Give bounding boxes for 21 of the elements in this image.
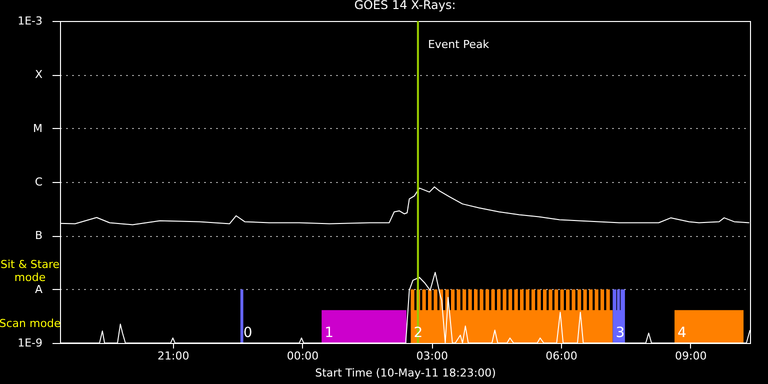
y-tick-label: 1E-9 (18, 336, 42, 350)
y-tick-label: M (33, 122, 42, 135)
annotation: 4 (678, 325, 687, 342)
annotation: 3 (616, 325, 625, 342)
y-tick-label: B (34, 229, 42, 242)
x-tick-label: 03:00 (416, 350, 448, 362)
annotation: 2 (414, 325, 423, 342)
y-tick-label: C (34, 176, 43, 188)
x-axis-title: Start Time (10-May-11 18:23:00) (315, 366, 496, 380)
x-tick-label: 00:00 (286, 350, 319, 362)
y-tick-label: 1E-3 (18, 14, 42, 28)
ref-line-label: Event Peak (428, 38, 490, 51)
annotation: 0 (243, 325, 252, 342)
x-tick-label: 21:00 (157, 350, 190, 362)
chart-title: GOES 14 X-Rays: (354, 0, 456, 12)
x-tick-label: 09:00 (674, 350, 707, 362)
text: Sit & Stare mode (0, 258, 60, 284)
annotation: 1 (324, 325, 334, 342)
y-tick-label: A (34, 282, 43, 296)
x-tick-label: 06:00 (546, 350, 578, 362)
y-tick-label: X (34, 68, 43, 82)
